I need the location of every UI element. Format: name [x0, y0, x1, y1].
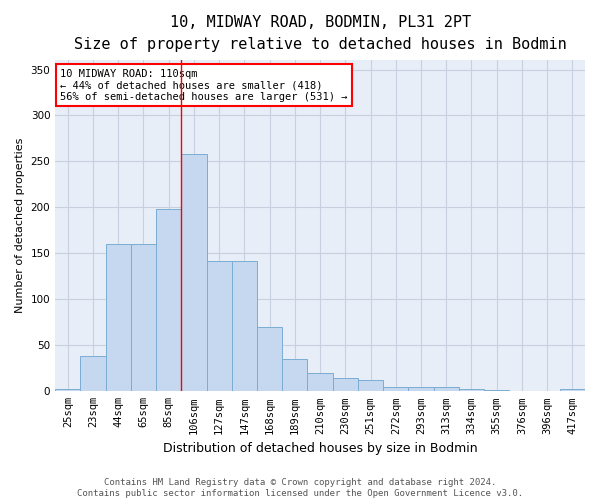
Bar	[106, 244, 131, 392]
Bar	[358, 380, 383, 392]
Bar	[55, 390, 80, 392]
Bar	[383, 386, 409, 392]
Bar	[257, 327, 282, 392]
Bar	[131, 244, 156, 392]
Bar	[434, 386, 459, 392]
Bar	[484, 390, 509, 392]
Bar	[560, 390, 585, 392]
Bar	[459, 388, 484, 392]
Y-axis label: Number of detached properties: Number of detached properties	[15, 138, 25, 314]
Bar	[232, 260, 257, 392]
Bar	[156, 210, 181, 392]
Text: 10 MIDWAY ROAD: 110sqm
← 44% of detached houses are smaller (418)
56% of semi-de: 10 MIDWAY ROAD: 110sqm ← 44% of detached…	[61, 68, 348, 102]
Bar	[332, 378, 358, 392]
Bar	[409, 386, 434, 392]
X-axis label: Distribution of detached houses by size in Bodmin: Distribution of detached houses by size …	[163, 442, 478, 455]
Title: 10, MIDWAY ROAD, BODMIN, PL31 2PT
Size of property relative to detached houses i: 10, MIDWAY ROAD, BODMIN, PL31 2PT Size o…	[74, 15, 566, 52]
Bar	[181, 154, 206, 392]
Text: Contains HM Land Registry data © Crown copyright and database right 2024.
Contai: Contains HM Land Registry data © Crown c…	[77, 478, 523, 498]
Bar	[282, 359, 307, 392]
Bar	[307, 373, 332, 392]
Bar	[206, 260, 232, 392]
Bar	[80, 356, 106, 392]
